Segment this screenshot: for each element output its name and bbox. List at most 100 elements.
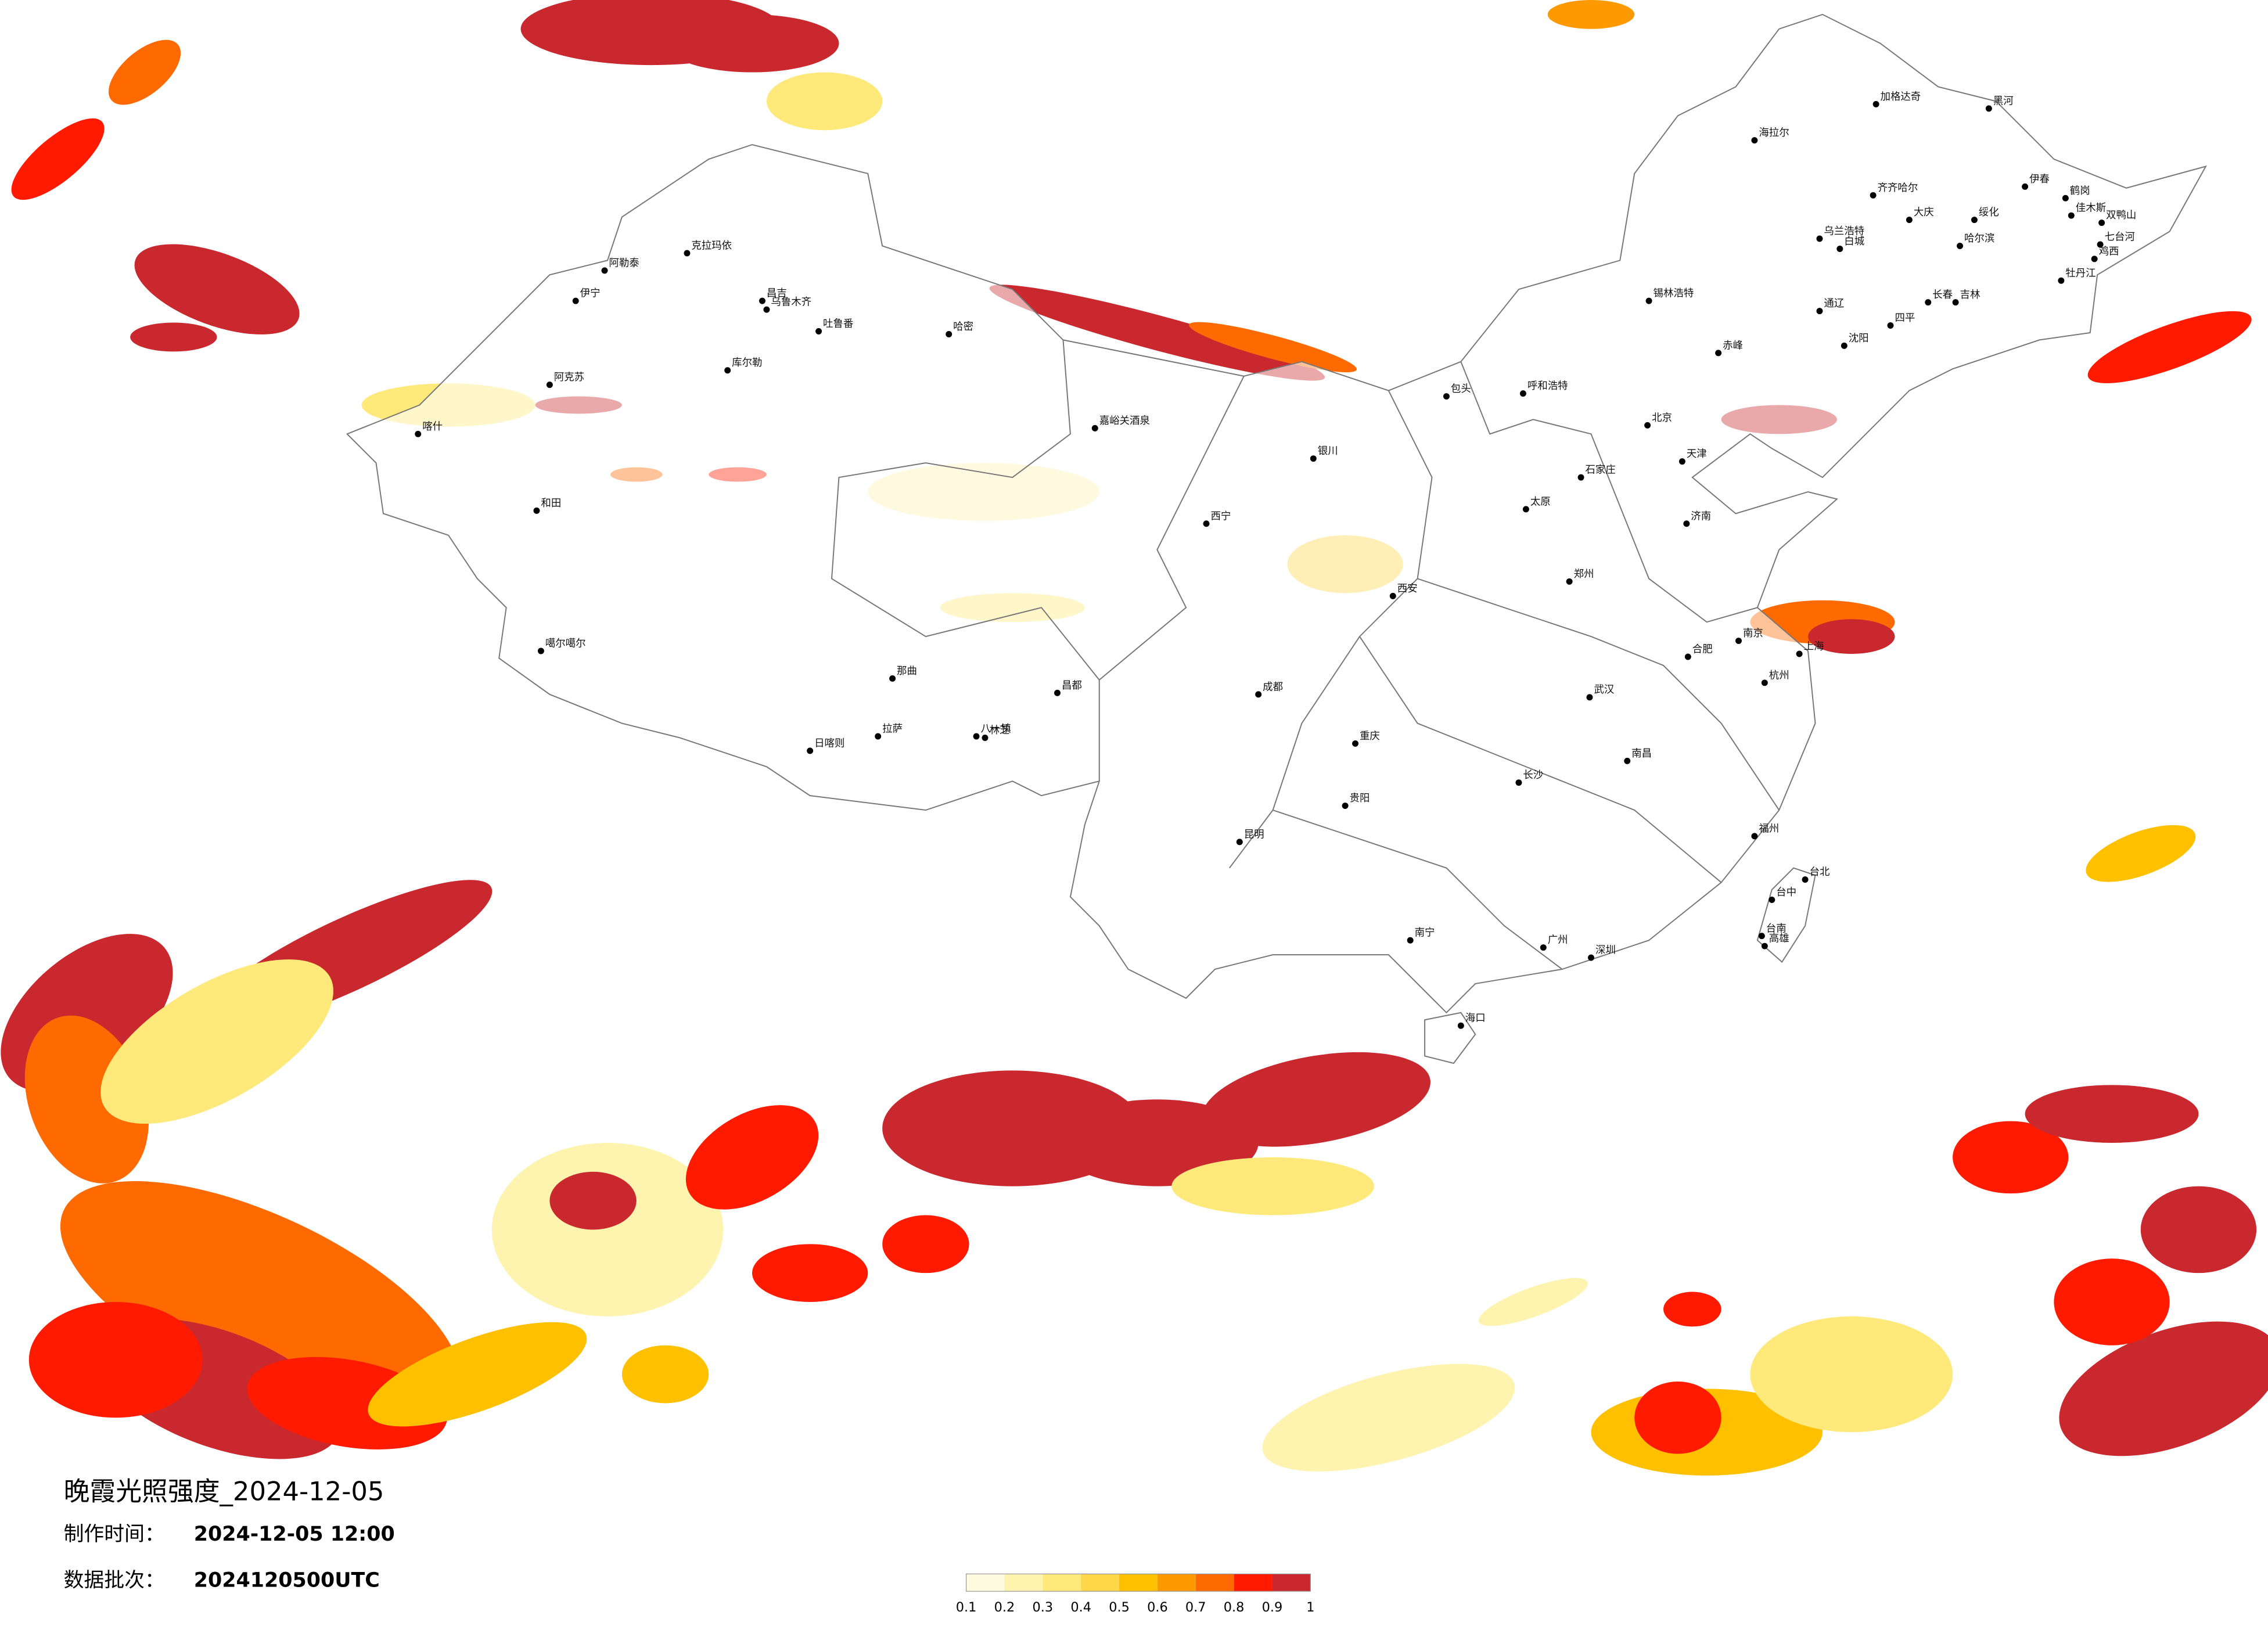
- production-time: 2024-12-05 12:00: [194, 1523, 395, 1546]
- city-label: 银川: [1318, 445, 1338, 457]
- city-label: 加格达奇: [1881, 91, 1921, 103]
- heat-patch: [2086, 825, 2196, 882]
- heat-patch: [1262, 1364, 1515, 1472]
- city-marker: [1872, 100, 1879, 107]
- city-marker: [1352, 740, 1359, 747]
- city-label: 鸡西: [2099, 246, 2119, 257]
- heat-patch: [2140, 1186, 2257, 1274]
- city-marker: [1758, 933, 1765, 940]
- city-marker: [1407, 937, 1414, 944]
- city-label: 齐齐哈尔: [1878, 182, 1918, 194]
- legend-swatch: [1195, 1574, 1234, 1592]
- city-label: 武汉: [1594, 684, 1614, 696]
- city-label: 台北: [1810, 866, 1830, 878]
- city-label: 上海: [1804, 641, 1824, 653]
- province-line: [831, 340, 1780, 970]
- city-label: 吉林: [1960, 289, 1981, 301]
- city-label: 南昌: [1631, 748, 1652, 760]
- city-marker: [1255, 691, 1262, 698]
- legend-tick-label: 0.6: [1147, 1600, 1168, 1615]
- heat-patch: [108, 39, 181, 105]
- heat-patch: [130, 322, 217, 352]
- city-label: 喀什: [422, 421, 443, 433]
- city-marker: [946, 330, 953, 337]
- city-marker: [1925, 299, 1932, 306]
- city-marker: [724, 367, 731, 374]
- city-marker: [875, 733, 882, 740]
- taiwan-border: [1756, 867, 1816, 963]
- city-label: 白城: [1844, 236, 1864, 247]
- city-label: 昌都: [1062, 680, 1082, 692]
- legend-tick-label: 0.4: [1070, 1600, 1091, 1615]
- city-marker: [1971, 217, 1978, 224]
- city-marker: [533, 507, 540, 514]
- city-label: 乌兰浩特: [1824, 226, 1864, 238]
- city-label: 西宁: [1210, 510, 1231, 522]
- city-marker: [1236, 839, 1243, 846]
- city-label: 七台河: [2105, 232, 2135, 243]
- city-marker: [1906, 217, 1913, 224]
- city-marker: [1735, 638, 1742, 645]
- city-label: 太原: [1530, 496, 1551, 508]
- china-outline: [346, 13, 2207, 1064]
- city-label: 伊春: [2029, 174, 2050, 185]
- heat-patch: [28, 1301, 203, 1418]
- data-batch: 2024120500UTC: [194, 1569, 380, 1592]
- city-label: 呼和浩特: [1527, 380, 1568, 392]
- city-label: 深圳: [1595, 945, 1616, 956]
- legend-swatch: [1157, 1574, 1196, 1592]
- city-label: 八一镇: [981, 723, 1011, 735]
- heat-patch: [1547, 0, 1635, 29]
- city-label: 阿勒泰: [609, 257, 639, 269]
- data-batch-label: 数据批次：: [64, 1569, 165, 1592]
- city-label: 赤峰: [1723, 340, 1743, 351]
- city-label: 杭州: [1769, 670, 1789, 681]
- city-label: 和田: [541, 498, 561, 509]
- legend-swatch: [966, 1574, 1005, 1592]
- heat-patch: [491, 1142, 724, 1316]
- legend-swatch: [1272, 1574, 1311, 1592]
- city-marker: [763, 306, 770, 313]
- city-marker: [2091, 256, 2098, 262]
- city-marker: [1522, 506, 1529, 513]
- city-marker: [684, 250, 691, 257]
- city-marker: [889, 675, 896, 682]
- heat-patch: [1189, 322, 1357, 373]
- city-marker: [1577, 474, 1584, 481]
- city-label: 鹤岗: [2070, 185, 2090, 197]
- city-label: 绥化: [1979, 207, 1999, 218]
- city-label: 西安: [1397, 583, 1418, 595]
- city-label: 天津: [1687, 448, 1707, 460]
- city-label: 阿克苏: [554, 372, 584, 383]
- city-label: 长春: [1932, 289, 1953, 301]
- heat-patch: [2059, 1321, 2268, 1456]
- city-marker: [1515, 779, 1522, 786]
- city-marker: [1796, 650, 1803, 657]
- city-label: 伊宁: [580, 288, 601, 300]
- heat-patch: [2025, 1085, 2199, 1143]
- city-label: 林芝: [989, 725, 1009, 736]
- city-label: 库尔勒: [732, 357, 762, 369]
- city-label: 高雄: [1769, 933, 1789, 945]
- city-label: 成都: [1263, 681, 1283, 693]
- city-marker: [1566, 578, 1573, 585]
- heat-layer: [1, 0, 2268, 1476]
- city-marker: [1761, 942, 1768, 949]
- city-marker: [1310, 455, 1317, 462]
- color-legend: 0.1 0.2 0.3 0.4 0.5 0.6 0.7 0.8 0.9 1: [956, 1573, 1314, 1615]
- city-label: 佳木斯: [2076, 203, 2106, 214]
- city-label: 克拉玛依: [691, 240, 732, 251]
- city-marker: [1586, 694, 1593, 701]
- city-marker: [1887, 322, 1894, 329]
- city-marker: [2097, 241, 2104, 248]
- city-label: 郑州: [1574, 569, 1594, 580]
- legend-tick-label: 0.3: [1033, 1600, 1054, 1615]
- city-marker: [1587, 954, 1594, 961]
- heat-patch: [882, 1215, 969, 1274]
- city-marker: [2062, 195, 2069, 202]
- city-marker: [1683, 520, 1690, 527]
- heat-patch: [11, 118, 105, 200]
- city-label: 乌鲁木齐: [771, 297, 811, 308]
